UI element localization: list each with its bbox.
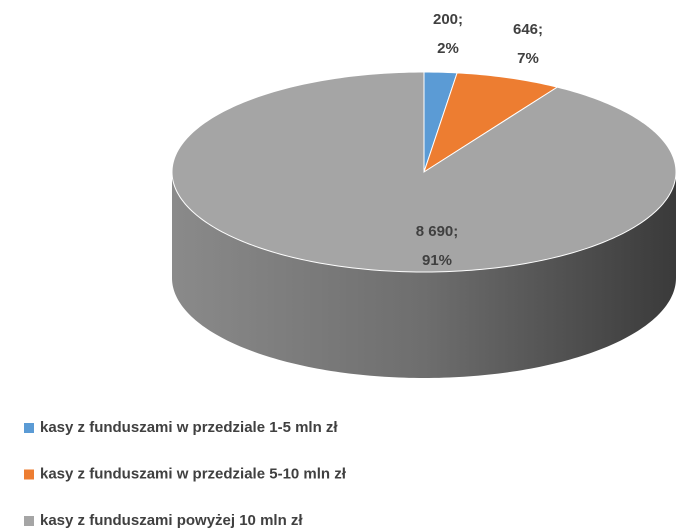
data-label-value: 8 690; bbox=[416, 223, 459, 240]
data-label-percent: 91% bbox=[422, 252, 452, 269]
legend-label: kasy z funduszami powyżej 10 mln zł bbox=[40, 512, 303, 529]
data-label-value: 646; bbox=[513, 21, 543, 38]
legend-swatch bbox=[24, 516, 34, 526]
legend-label: kasy z funduszami w przedziale 1-5 mln z… bbox=[40, 419, 338, 436]
legend-swatch bbox=[24, 469, 34, 480]
pie-slice bbox=[171, 71, 677, 273]
legend-swatch bbox=[24, 423, 34, 433]
pie-slice bbox=[423, 72, 559, 174]
legend-label: kasy z funduszami w przedziale 5-10 mln … bbox=[40, 465, 347, 482]
data-label-percent: 7% bbox=[517, 50, 539, 67]
pie-side bbox=[172, 172, 676, 378]
data-label-value: 200; bbox=[433, 11, 463, 28]
data-label-percent: 2% bbox=[437, 40, 459, 57]
